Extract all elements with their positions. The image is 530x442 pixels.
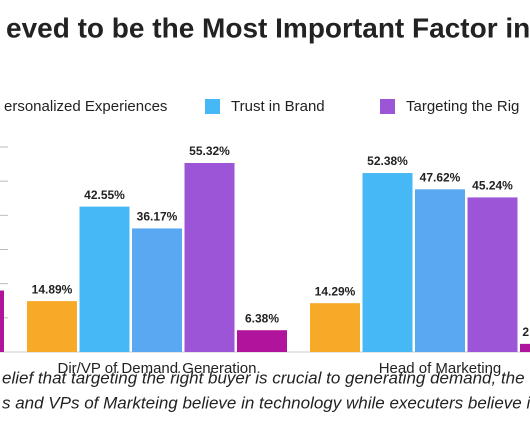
caption-line: s and VPs of Markteing believe in techno… (2, 393, 530, 412)
bar (79, 206, 130, 352)
data-label: 14.89% (32, 282, 73, 296)
data-label: 6.38% (245, 311, 279, 325)
bar (467, 197, 518, 352)
bar (237, 330, 287, 352)
legend-label: ersonalized Experiences (4, 98, 167, 115)
bar (27, 301, 77, 352)
data-label: 52.38% (367, 154, 408, 168)
bar (415, 189, 465, 352)
caption-line: elief that targeting the right buyer is … (2, 368, 525, 387)
legend-label: Targeting the Rig (406, 98, 519, 115)
data-label: 36.17% (137, 210, 178, 224)
chart-title: eved to be the Most Important Factor in … (6, 12, 530, 43)
data-label: 45.24% (472, 179, 513, 193)
bar (520, 343, 530, 352)
bar (184, 162, 235, 352)
bar (0, 290, 4, 352)
data-label: 47.62% (420, 170, 461, 184)
bar (362, 173, 413, 352)
bar (310, 303, 360, 352)
data-label: 2 (522, 325, 529, 339)
data-label: 14.29% (315, 284, 356, 298)
legend-marker (205, 99, 220, 114)
x-tick-label: Dir/VP of Demand Generation (58, 360, 257, 377)
legend-label: Trust in Brand (231, 98, 325, 115)
legend-marker (380, 99, 395, 114)
bar (132, 228, 182, 352)
data-label: 55.32% (189, 144, 230, 158)
x-tick-label: Head of Marketing (379, 360, 502, 377)
data-label: 42.55% (84, 188, 125, 202)
